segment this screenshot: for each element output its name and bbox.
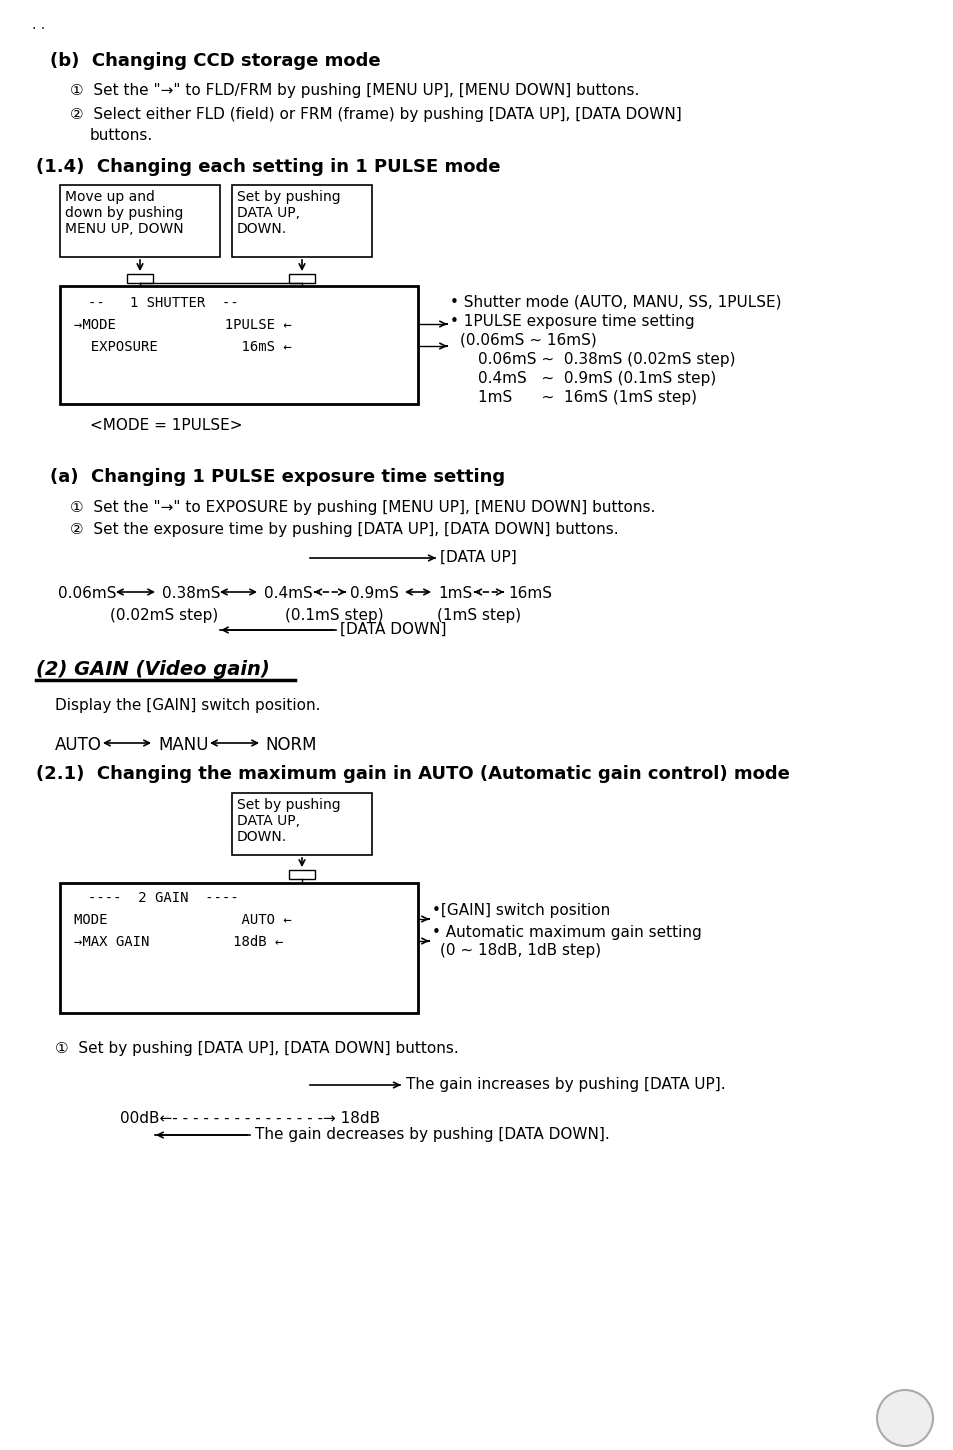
Text: MANU: MANU — [158, 737, 209, 754]
Text: (2.1)  Changing the maximum gain in AUTO (Automatic gain control) mode: (2.1) Changing the maximum gain in AUTO … — [36, 766, 789, 783]
Text: 0.06mS ~  0.38mS (0.02mS step): 0.06mS ~ 0.38mS (0.02mS step) — [477, 352, 735, 367]
Text: ----  2 GAIN  ----: ---- 2 GAIN ---- — [88, 890, 238, 905]
Text: ①  Set the "→" to FLD/FRM by pushing [MENU UP], [MENU DOWN] buttons.: ① Set the "→" to FLD/FRM by pushing [MEN… — [70, 83, 639, 99]
Bar — [60, 186, 220, 257]
Text: 1mS      ~  16mS (1mS step): 1mS ~ 16mS (1mS step) — [477, 390, 697, 405]
Text: EXPOSURE          16mS ←: EXPOSURE 16mS ← — [74, 339, 292, 354]
Text: buttons.: buttons. — [90, 128, 153, 144]
Text: • 1PULSE exposure time setting: • 1PULSE exposure time setting — [450, 315, 694, 329]
Text: •[GAIN] switch position: •[GAIN] switch position — [432, 903, 610, 918]
Circle shape — [876, 1391, 932, 1446]
Text: [DATA UP]: [DATA UP] — [439, 550, 517, 566]
Text: →MODE             1PULSE ←: →MODE 1PULSE ← — [74, 318, 292, 332]
Text: 1mS: 1mS — [437, 586, 472, 600]
Text: 0.4mS: 0.4mS — [264, 586, 313, 600]
Text: ②  Select either FLD (field) or FRM (frame) by pushing [DATA UP], [DATA DOWN]: ② Select either FLD (field) or FRM (fram… — [70, 107, 681, 122]
Text: Set by pushing
DATA UP,
DOWN.: Set by pushing DATA UP, DOWN. — [236, 190, 340, 236]
Text: (0.02mS step): (0.02mS step) — [110, 608, 218, 624]
Text: (b)  Changing CCD storage mode: (b) Changing CCD storage mode — [50, 52, 380, 70]
Text: The gain decreases by pushing [DATA DOWN].: The gain decreases by pushing [DATA DOWN… — [254, 1127, 609, 1143]
Text: [DATA DOWN]: [DATA DOWN] — [339, 622, 446, 637]
Text: Move up and
down by pushing
MENU UP, DOWN: Move up and down by pushing MENU UP, DOW… — [65, 190, 183, 236]
Bar — [289, 870, 314, 879]
Bar — [60, 883, 417, 1014]
Text: (1mS step): (1mS step) — [436, 608, 520, 624]
Text: 16mS: 16mS — [507, 586, 552, 600]
Text: ②  Set the exposure time by pushing [DATA UP], [DATA DOWN] buttons.: ② Set the exposure time by pushing [DATA… — [70, 522, 618, 536]
Text: 0.4mS   ~  0.9mS (0.1mS step): 0.4mS ~ 0.9mS (0.1mS step) — [477, 371, 716, 386]
Text: MODE                AUTO ←: MODE AUTO ← — [74, 914, 292, 927]
Text: (0.06mS ~ 16mS): (0.06mS ~ 16mS) — [459, 332, 597, 347]
Text: Display the [GAIN] switch position.: Display the [GAIN] switch position. — [55, 697, 320, 713]
Text: 0.9mS: 0.9mS — [350, 586, 398, 600]
Text: 00dB←- - - - - - - - - - - - - - -→ 18dB: 00dB←- - - - - - - - - - - - - - -→ 18dB — [120, 1111, 379, 1127]
Text: <MODE = 1PULSE>: <MODE = 1PULSE> — [90, 418, 242, 434]
Text: • Automatic maximum gain setting: • Automatic maximum gain setting — [432, 925, 701, 940]
Text: • Shutter mode (AUTO, MANU, SS, 1PULSE): • Shutter mode (AUTO, MANU, SS, 1PULSE) — [450, 294, 781, 309]
Bar — [60, 286, 417, 405]
Text: 0.06mS: 0.06mS — [58, 586, 116, 600]
Text: (2) GAIN (Video gain): (2) GAIN (Video gain) — [36, 660, 270, 679]
Text: Set by pushing
DATA UP,
DOWN.: Set by pushing DATA UP, DOWN. — [236, 798, 340, 844]
Bar — [232, 186, 372, 257]
Text: (1.4)  Changing each setting in 1 PULSE mode: (1.4) Changing each setting in 1 PULSE m… — [36, 158, 500, 175]
Text: (0 ~ 18dB, 1dB step): (0 ~ 18dB, 1dB step) — [439, 942, 600, 958]
Text: AUTO: AUTO — [55, 737, 102, 754]
Text: NORM: NORM — [265, 737, 316, 754]
Text: --   1 SHUTTER  --: -- 1 SHUTTER -- — [88, 296, 238, 310]
Text: (a)  Changing 1 PULSE exposure time setting: (a) Changing 1 PULSE exposure time setti… — [50, 468, 504, 486]
Text: 19: 19 — [889, 1408, 919, 1428]
Text: The gain increases by pushing [DATA UP].: The gain increases by pushing [DATA UP]. — [406, 1077, 725, 1092]
Text: ①  Set by pushing [DATA UP], [DATA DOWN] buttons.: ① Set by pushing [DATA UP], [DATA DOWN] … — [55, 1041, 458, 1056]
Bar — [127, 274, 152, 283]
Text: (0.1mS step): (0.1mS step) — [285, 608, 383, 624]
Text: →MAX GAIN          18dB ←: →MAX GAIN 18dB ← — [74, 935, 283, 948]
Text: 0.38mS: 0.38mS — [162, 586, 220, 600]
Bar — [289, 274, 314, 283]
Bar — [232, 793, 372, 856]
Text: . .: . . — [32, 17, 45, 32]
Text: ①  Set the "→" to EXPOSURE by pushing [MENU UP], [MENU DOWN] buttons.: ① Set the "→" to EXPOSURE by pushing [ME… — [70, 500, 655, 515]
